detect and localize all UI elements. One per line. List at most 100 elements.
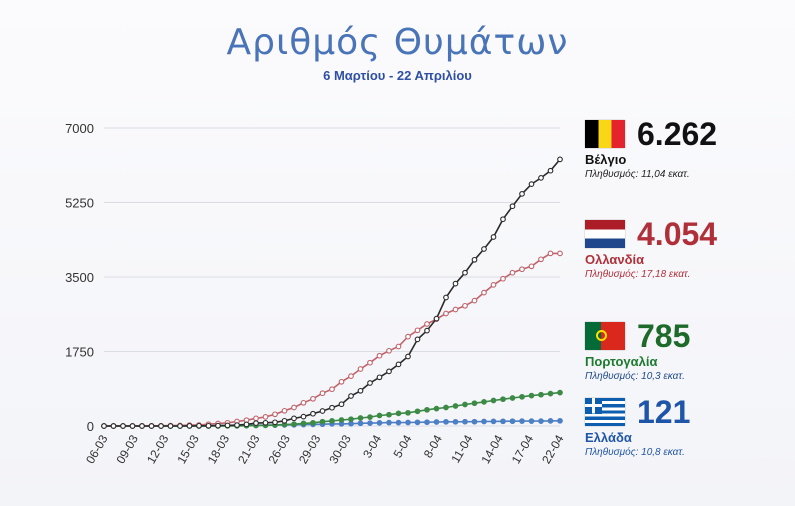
data-point (538, 418, 544, 424)
data-point (129, 423, 136, 429)
data-point (376, 374, 383, 381)
data-point (376, 412, 383, 419)
data-point (433, 419, 440, 425)
data-point (557, 417, 563, 424)
series-line (104, 158, 561, 427)
data-point (158, 423, 164, 429)
legend-item-netherlands: 4.054 Ολλανδία Πληθυσμός: 17,18 εκατ. (585, 218, 717, 280)
x-tick-label: 12-03 (144, 432, 172, 466)
data-point (395, 419, 402, 426)
data-point (471, 256, 478, 263)
legend-value: 785 (637, 318, 691, 354)
data-point (414, 408, 421, 415)
data-point (319, 408, 326, 414)
data-point (481, 399, 487, 405)
data-point (405, 409, 411, 416)
data-point (443, 310, 449, 317)
x-tick-label: 3-04 (360, 432, 384, 460)
data-point (490, 234, 497, 240)
x-tick-label: 30-03 (326, 432, 354, 466)
data-point (490, 418, 497, 425)
data-point (528, 181, 535, 187)
legend-value: 4.054 (637, 216, 718, 252)
data-point (348, 393, 354, 399)
data-point (148, 423, 155, 429)
data-point (452, 418, 459, 425)
data-point (433, 315, 440, 322)
data-point (519, 418, 525, 424)
data-point (519, 266, 525, 273)
y-tick-label: 1750 (65, 345, 94, 360)
data-point (272, 411, 278, 418)
data-point (528, 418, 535, 424)
belgium-flag-icon (585, 120, 625, 148)
data-point (281, 417, 288, 424)
data-point (291, 415, 297, 422)
data-point (329, 386, 335, 393)
data-point (547, 250, 554, 257)
data-point (538, 256, 544, 263)
data-point (120, 423, 126, 429)
y-tick-label: 0 (87, 419, 94, 434)
data-point (547, 390, 554, 397)
legend-country: Βέλγιο (585, 152, 627, 167)
data-point (481, 289, 487, 296)
data-point (338, 417, 345, 423)
data-point (272, 419, 278, 426)
x-tick-label: 14-04 (478, 432, 506, 466)
data-point (547, 418, 554, 424)
data-point (319, 390, 326, 397)
data-point (519, 393, 525, 400)
data-point (139, 423, 145, 429)
data-point (414, 327, 421, 334)
data-point (110, 423, 117, 429)
legend-item-greece: 121 Ελλάδα Πληθυσμός: 10,8 εκατ. (585, 396, 690, 458)
data-point (395, 343, 402, 350)
data-point (224, 422, 231, 429)
data-point (424, 419, 430, 426)
data-point (101, 423, 107, 429)
data-point (395, 361, 402, 368)
data-point (424, 406, 430, 413)
data-point (462, 269, 468, 276)
data-point (443, 404, 449, 411)
data-point (186, 423, 193, 429)
x-tick-label: 15-03 (174, 432, 202, 466)
data-point (300, 399, 307, 406)
legend-value: 6.262 (637, 116, 718, 152)
legend-population: Πληθυσμός: 10,8 εκατ. (585, 447, 685, 458)
data-point (481, 418, 487, 425)
legend-country: Ελλάδα (585, 430, 632, 445)
x-tick-label: 09-03 (114, 432, 142, 466)
data-point (452, 403, 459, 409)
data-point (405, 419, 411, 426)
data-point (329, 404, 335, 411)
data-point (262, 419, 269, 426)
data-point (205, 422, 212, 429)
data-point (357, 420, 364, 427)
data-point (481, 246, 487, 252)
data-point (462, 401, 468, 408)
data-point (386, 411, 392, 418)
legend-country: Ολλανδία (585, 252, 645, 267)
data-point (471, 418, 478, 425)
netherlands-flag-icon (585, 220, 625, 248)
data-point (500, 216, 506, 223)
data-point (367, 420, 373, 426)
data-point (471, 400, 478, 407)
chart-subtitle: 6 Μαρτίου - 22 Απριλίου (323, 68, 472, 83)
data-point (490, 282, 497, 288)
data-point (338, 378, 345, 385)
x-tick-label: 26-03 (266, 432, 294, 466)
data-point (357, 415, 364, 421)
data-point (177, 423, 183, 429)
data-point (357, 366, 364, 372)
data-point (557, 389, 563, 396)
data-point (310, 395, 316, 402)
data-point (538, 391, 544, 398)
y-tick-label: 3500 (65, 270, 94, 285)
data-point (281, 407, 288, 414)
x-tick-label: 22-04 (539, 432, 567, 466)
data-point (424, 327, 430, 334)
y-tick-label: 7000 (65, 121, 94, 136)
